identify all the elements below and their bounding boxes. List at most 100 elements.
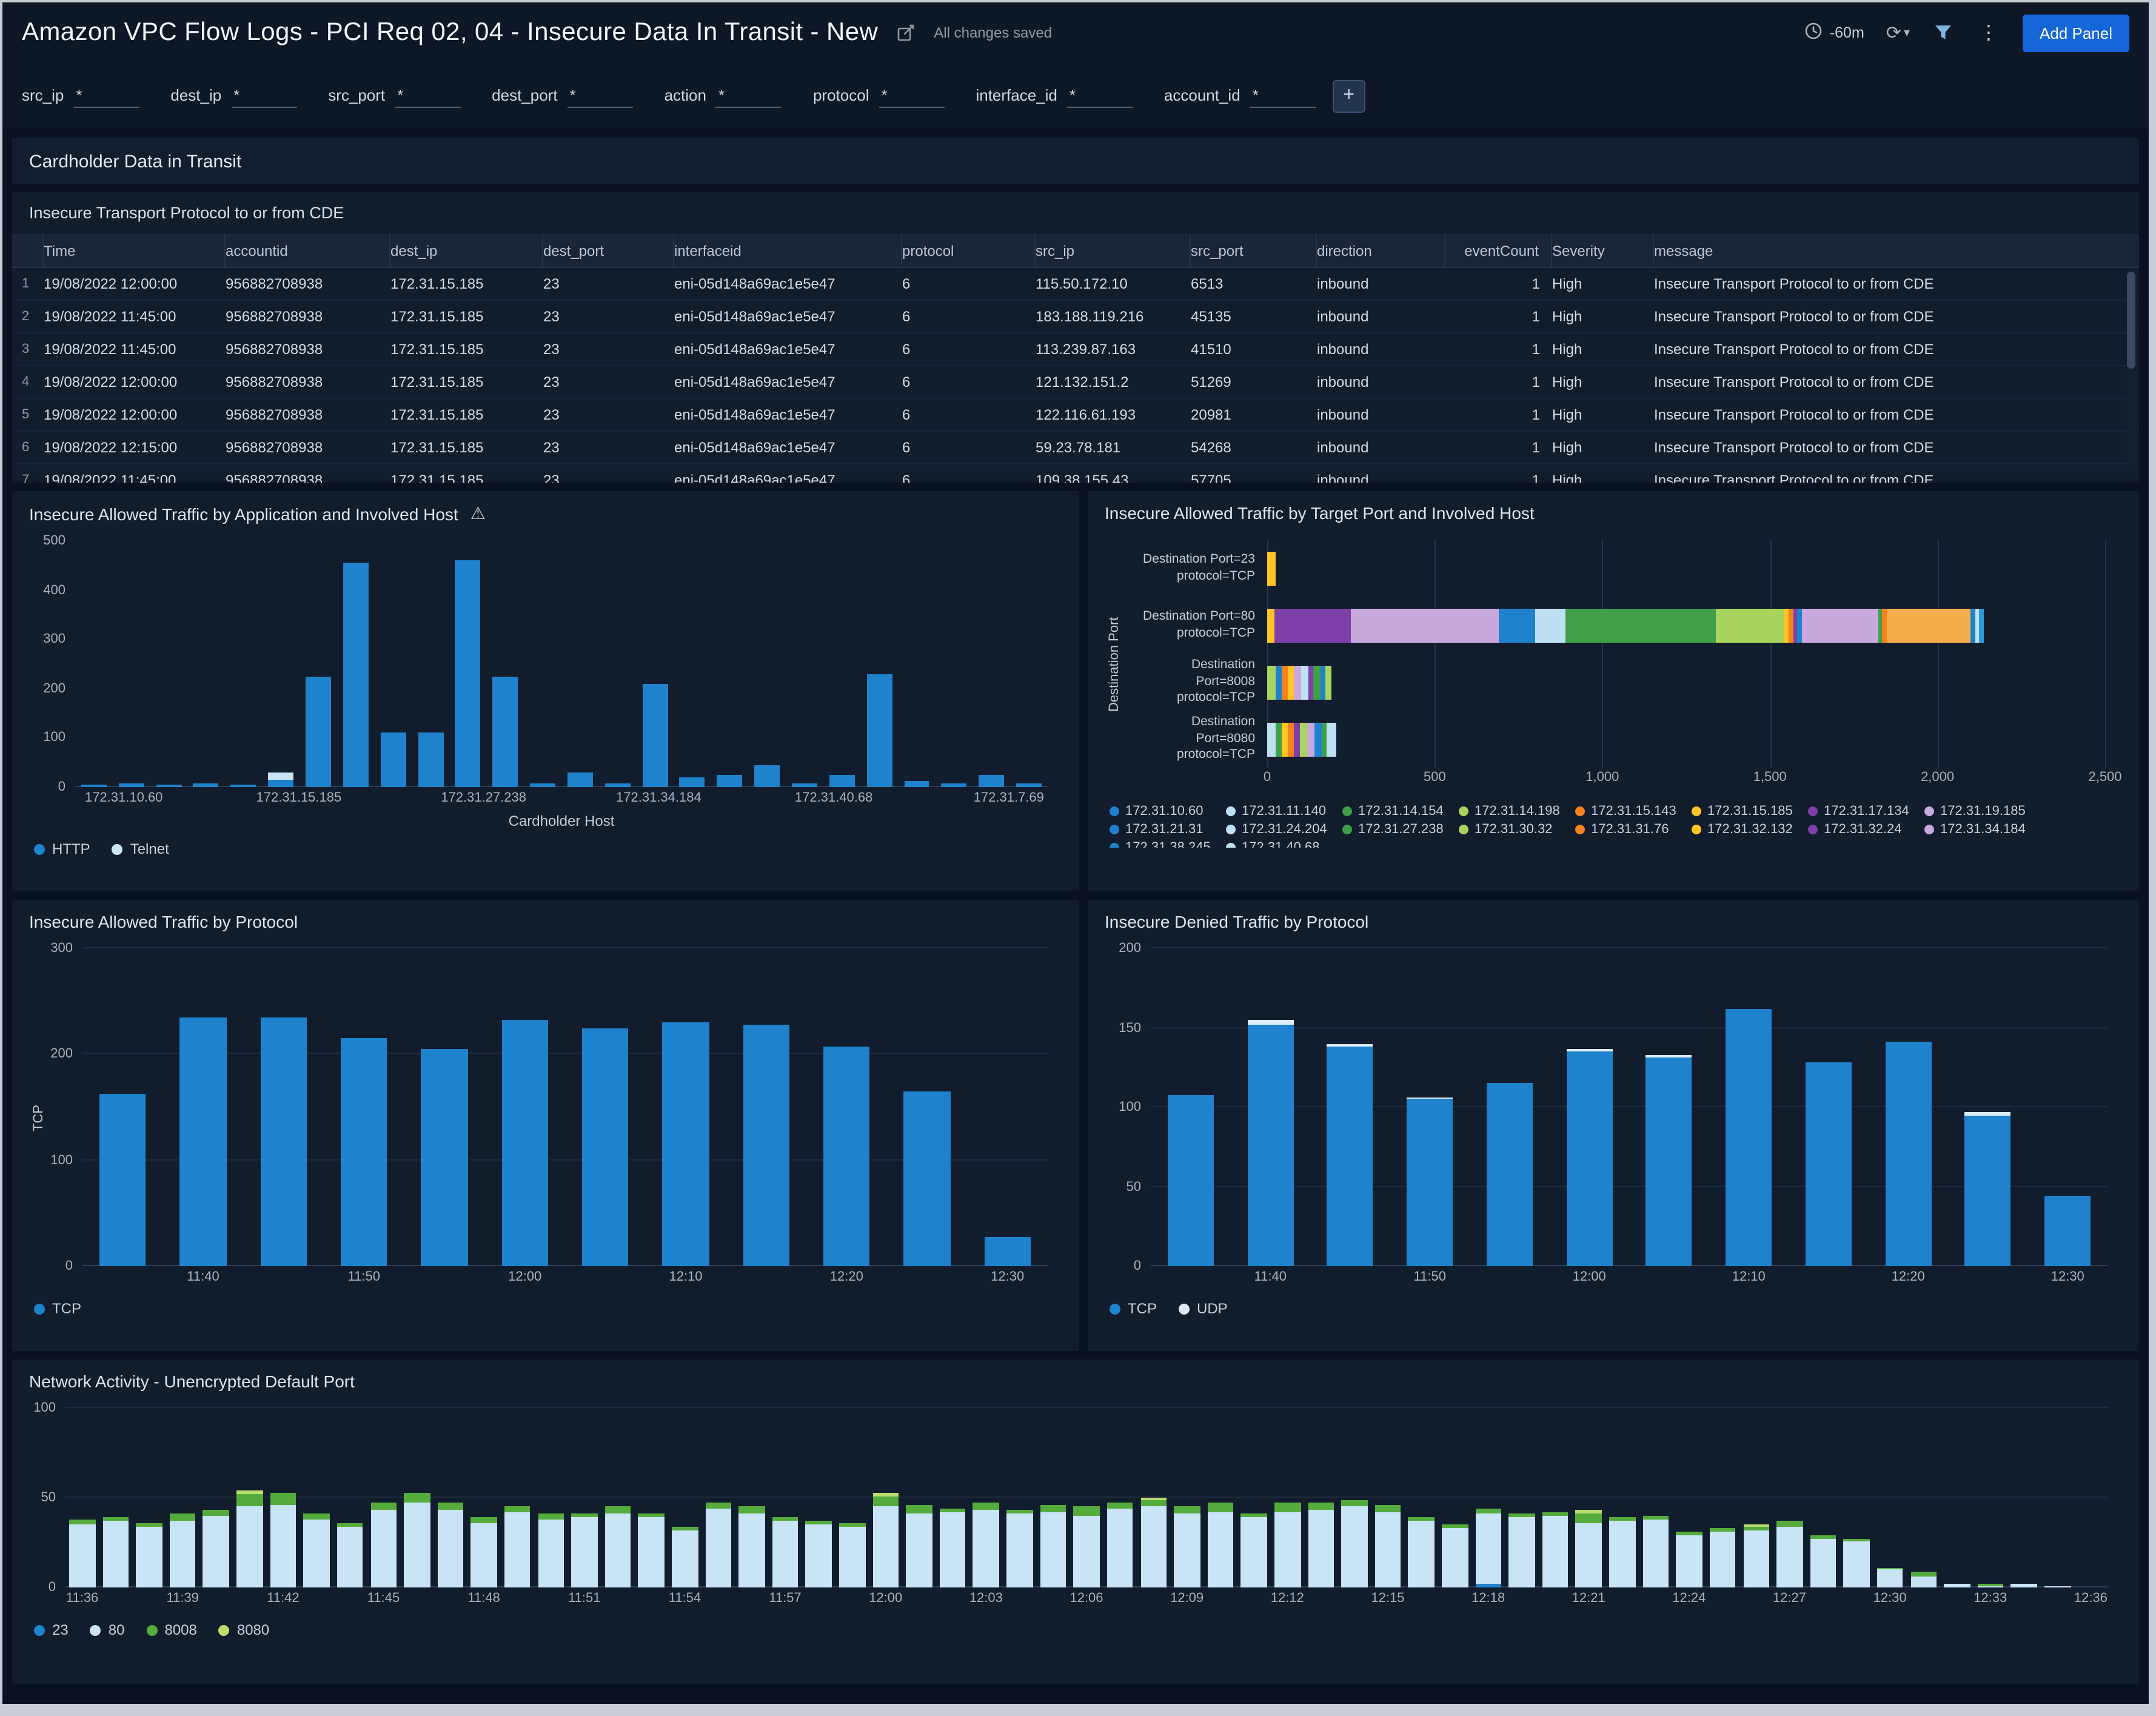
bar[interactable]	[132, 1408, 166, 1587]
chart-plot[interactable]: 050100150200	[1151, 948, 2107, 1266]
bar[interactable]	[860, 541, 898, 787]
bar[interactable]	[567, 1408, 601, 1587]
bar[interactable]	[1806, 1408, 1840, 1587]
scrollbar-thumb[interactable]	[2127, 272, 2135, 369]
column-header-dest_ip[interactable]: dest_ip	[390, 234, 543, 267]
bar[interactable]	[1550, 948, 1630, 1266]
bar[interactable]	[2028, 948, 2108, 1266]
filter-action-input[interactable]	[716, 84, 782, 108]
bar[interactable]	[636, 541, 674, 787]
bar[interactable]	[1869, 948, 1949, 1266]
bar[interactable]	[1170, 1408, 1204, 1587]
bar[interactable]	[1673, 1408, 1706, 1587]
legend-item[interactable]: 172.31.17.134	[1808, 804, 1922, 819]
bar[interactable]	[1739, 1408, 1773, 1587]
bar[interactable]	[375, 541, 412, 787]
bar[interactable]	[337, 541, 375, 787]
legend-item[interactable]: 172.31.27.238	[1342, 822, 1456, 837]
bar[interactable]	[467, 1408, 501, 1587]
bar[interactable]	[2007, 1408, 2041, 1587]
bar[interactable]	[599, 541, 637, 787]
bar[interactable]	[786, 541, 823, 787]
bar[interactable]	[561, 541, 599, 787]
bar[interactable]	[565, 948, 646, 1266]
legend-item[interactable]: 172.31.15.185	[1692, 804, 1806, 819]
bar[interactable]	[726, 948, 806, 1266]
legend-item[interactable]: UDP	[1179, 1300, 1228, 1317]
bar[interactable]	[1974, 1408, 2007, 1587]
bar[interactable]	[266, 1408, 300, 1587]
legend-item[interactable]: Telnet	[112, 840, 169, 857]
bar[interactable]	[887, 948, 968, 1266]
bar[interactable]	[902, 1408, 936, 1587]
bar[interactable]	[199, 1408, 233, 1587]
bar[interactable]	[113, 541, 150, 787]
bar[interactable]	[1873, 1408, 1907, 1587]
table-row[interactable]: 319/08/2022 11:45:00956882708938172.31.1…	[12, 333, 2139, 366]
legend-item[interactable]: 23	[34, 1621, 69, 1638]
legend-item[interactable]: 172.31.11.140	[1226, 804, 1340, 819]
column-header-dest_port[interactable]: dest_port	[543, 234, 674, 267]
bar[interactable]	[1706, 1408, 1739, 1587]
bar[interactable]	[1271, 1408, 1304, 1587]
legend-item[interactable]: HTTP	[34, 840, 90, 857]
bar[interactable]	[969, 1408, 1003, 1587]
bar[interactable]	[524, 541, 561, 787]
bar[interactable]	[711, 541, 749, 787]
bar[interactable]	[1070, 1408, 1103, 1587]
bar[interactable]	[1267, 540, 2105, 597]
chart-plot[interactable]: 0100200300	[82, 948, 1048, 1266]
bar[interactable]	[1773, 1408, 1806, 1587]
legend-item[interactable]: 172.31.10.60	[1110, 804, 1224, 819]
bar[interactable]	[150, 541, 187, 787]
bar[interactable]	[735, 1408, 768, 1587]
column-header-interfaceid[interactable]: interfaceid	[674, 234, 902, 267]
bar[interactable]	[1390, 948, 1470, 1266]
legend-item[interactable]: 172.31.21.31	[1110, 822, 1224, 837]
bar[interactable]	[1337, 1408, 1371, 1587]
bar[interactable]	[1267, 597, 2105, 654]
legend-item[interactable]: 172.31.38.245	[1110, 840, 1224, 848]
bar[interactable]	[748, 541, 786, 787]
legend-item[interactable]: 172.31.14.154	[1342, 804, 1456, 819]
add-panel-button[interactable]: Add Panel	[2023, 14, 2129, 52]
bar[interactable]	[1151, 948, 1231, 1266]
table-row[interactable]: 719/08/2022 11:45:00956882708938172.31.1…	[12, 464, 2139, 483]
bar[interactable]	[1371, 1408, 1405, 1587]
table-row[interactable]: 519/08/2022 12:00:00956882708938172.31.1…	[12, 399, 2139, 432]
bar[interactable]	[1840, 1408, 1873, 1587]
bar[interactable]	[1304, 1408, 1337, 1587]
bar[interactable]	[2074, 1408, 2107, 1587]
legend-item[interactable]: 172.31.32.132	[1692, 822, 1806, 837]
bar[interactable]	[262, 541, 300, 787]
bar[interactable]	[534, 1408, 567, 1587]
legend-item[interactable]: TCP	[1110, 1300, 1157, 1317]
bar[interactable]	[487, 541, 524, 787]
bar[interactable]	[1036, 1408, 1070, 1587]
bar[interactable]	[1267, 654, 2105, 711]
legend-item[interactable]: 8080	[219, 1621, 269, 1638]
bar[interactable]	[225, 541, 263, 787]
bar[interactable]	[1539, 1408, 1572, 1587]
legend-item[interactable]: 172.31.34.184	[1924, 822, 2038, 837]
bar[interactable]	[65, 1408, 99, 1587]
bar[interactable]	[967, 948, 1048, 1266]
bar[interactable]	[1267, 711, 2105, 768]
legend-item[interactable]: 172.31.40.68	[1226, 840, 1340, 848]
bar[interactable]	[449, 541, 487, 787]
bar[interactable]	[163, 948, 244, 1266]
bar[interactable]	[1010, 541, 1048, 787]
bar[interactable]	[166, 1408, 199, 1587]
bar[interactable]	[233, 1408, 266, 1587]
bar[interactable]	[674, 541, 711, 787]
bar[interactable]	[324, 948, 404, 1266]
bar[interactable]	[1405, 1408, 1438, 1587]
bar[interactable]	[802, 1408, 835, 1587]
legend-item[interactable]: TCP	[34, 1300, 81, 1317]
bar[interactable]	[1237, 1408, 1271, 1587]
bar[interactable]	[82, 948, 163, 1266]
bar[interactable]	[1310, 948, 1390, 1266]
column-header-Time[interactable]: Time	[44, 234, 226, 267]
legend-item[interactable]: 172.31.30.32	[1459, 822, 1573, 837]
refresh-button[interactable]: ⟳ ▾	[1886, 22, 1910, 44]
